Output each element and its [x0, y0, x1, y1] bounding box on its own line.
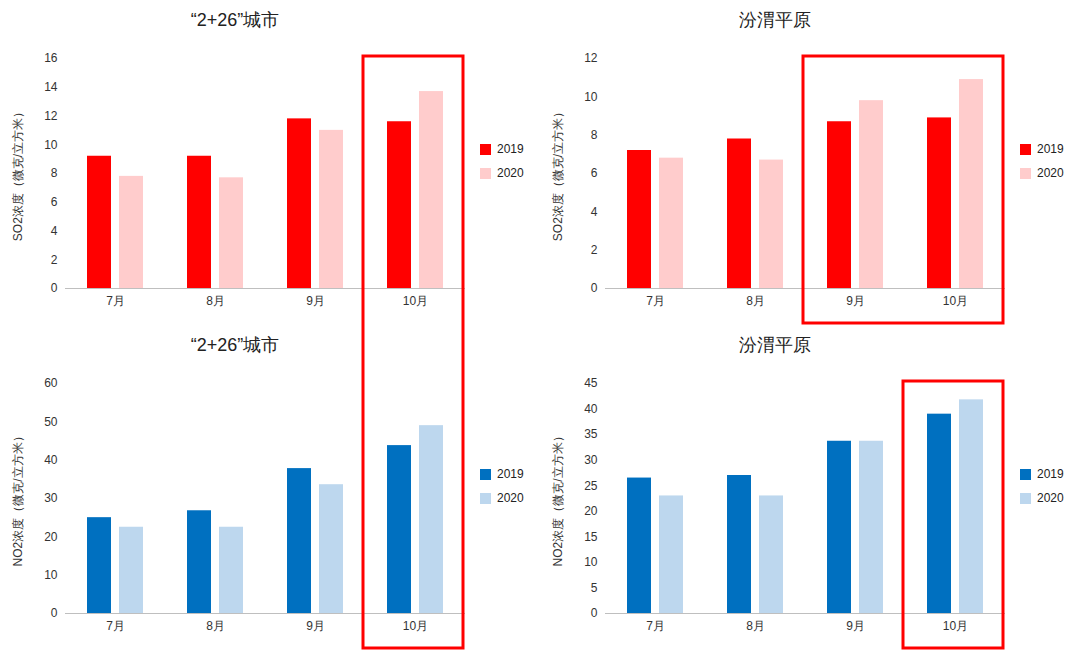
svg-text:0: 0	[51, 281, 58, 295]
svg-text:30: 30	[44, 491, 58, 505]
html-text:“2+26”城市: “2+26”城市	[190, 10, 280, 30]
svg-text:35: 35	[584, 427, 598, 441]
svg-text:0: 0	[591, 281, 598, 295]
svg-text:2: 2	[51, 253, 58, 267]
svg-text:10月: 10月	[943, 619, 968, 633]
svg-text:9月: 9月	[306, 619, 325, 633]
html-text:2020: 2020	[1037, 491, 1064, 505]
svg-text:7月: 7月	[106, 619, 125, 633]
svg-text:20: 20	[44, 530, 58, 544]
svg-text:25: 25	[584, 479, 598, 493]
svg-text:20: 20	[584, 504, 598, 518]
svg-text:10: 10	[44, 568, 58, 582]
svg-text:10月: 10月	[943, 294, 968, 308]
html-text:2019: 2019	[497, 467, 524, 481]
html-text:2020: 2020	[497, 491, 524, 505]
svg-text:8: 8	[591, 128, 598, 142]
svg-text:15: 15	[584, 530, 598, 544]
html-text:汾渭平原: 汾渭平原	[739, 10, 811, 30]
svg-text:8月: 8月	[206, 619, 225, 633]
svg-text:10: 10	[584, 90, 598, 104]
svg-text:8月: 8月	[206, 294, 225, 308]
svg-text:NO2浓度（微克/立方米）: NO2浓度（微克/立方米）	[11, 430, 25, 566]
svg-text:12: 12	[44, 109, 58, 123]
svg-text:4: 4	[591, 205, 598, 219]
svg-text:9月: 9月	[846, 619, 865, 633]
svg-text:10: 10	[44, 138, 58, 152]
svg-text:SO2浓度（微克/立方米）: SO2浓度（微克/立方米）	[11, 106, 25, 241]
svg-text:14: 14	[44, 80, 58, 94]
svg-text:10月: 10月	[403, 294, 428, 308]
svg-text:4: 4	[51, 224, 58, 238]
svg-text:8: 8	[51, 166, 58, 180]
svg-text:0: 0	[591, 606, 598, 620]
svg-text:10: 10	[584, 555, 598, 569]
svg-text:50: 50	[44, 415, 58, 429]
svg-text:12: 12	[584, 51, 598, 65]
svg-text:60: 60	[44, 376, 58, 390]
html-text:“2+26”城市: “2+26”城市	[190, 335, 280, 355]
svg-text:7月: 7月	[106, 294, 125, 308]
svg-text:16: 16	[44, 51, 58, 65]
svg-text:NO2浓度（微克/立方米）: NO2浓度（微克/立方米）	[551, 430, 565, 566]
svg-text:8月: 8月	[746, 294, 765, 308]
svg-text:0: 0	[51, 606, 58, 620]
svg-text:9月: 9月	[306, 294, 325, 308]
html-text:2020: 2020	[1037, 166, 1064, 180]
svg-text:45: 45	[584, 376, 598, 390]
svg-text:7月: 7月	[646, 294, 665, 308]
svg-text:8月: 8月	[746, 619, 765, 633]
svg-text:9月: 9月	[846, 294, 865, 308]
svg-text:SO2浓度（微克/立方米）: SO2浓度（微克/立方米）	[551, 106, 565, 241]
html-text:2019: 2019	[497, 142, 524, 156]
svg-text:7月: 7月	[646, 619, 665, 633]
html-text:2019: 2019	[1037, 467, 1064, 481]
svg-text:2: 2	[591, 243, 598, 257]
svg-text:30: 30	[584, 453, 598, 467]
svg-text:6: 6	[51, 195, 58, 209]
svg-text:40: 40	[44, 453, 58, 467]
svg-text:5: 5	[591, 581, 598, 595]
html-text:2019: 2019	[1037, 142, 1064, 156]
svg-text:10月: 10月	[403, 619, 428, 633]
html-text:汾渭平原: 汾渭平原	[739, 335, 811, 355]
svg-text:6: 6	[591, 166, 598, 180]
html-text:2020: 2020	[497, 166, 524, 180]
svg-text:40: 40	[584, 402, 598, 416]
